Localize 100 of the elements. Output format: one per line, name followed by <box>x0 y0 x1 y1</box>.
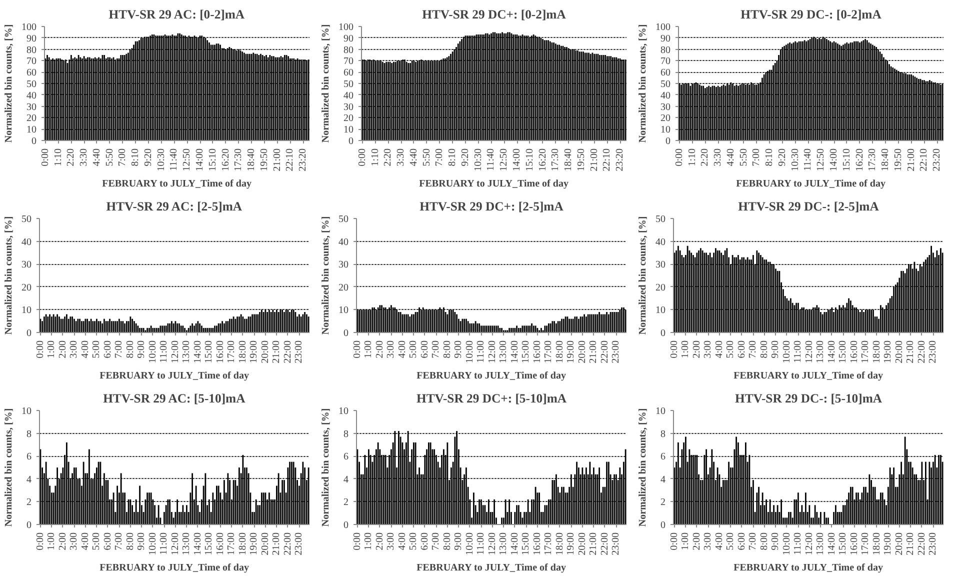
x-tick-label: 23:20 <box>932 148 943 172</box>
x-tick-label: 20:00 <box>576 340 588 364</box>
y-tick-label: 80 <box>660 44 670 56</box>
x-tick-label: 19:00 <box>248 340 260 364</box>
x-axis-title: FEBRUARY to JULY_Time of day <box>102 178 252 190</box>
x-tick-label: 16:00 <box>532 340 543 364</box>
x-tick-label: 8:00 <box>124 340 136 358</box>
chart-title: HTV-SR 29 DC-: [5-10]mA <box>734 392 883 406</box>
y-tick-label: 30 <box>338 260 348 271</box>
x-tick-label: 11:00 <box>158 532 170 555</box>
x-tick-label: 11:40 <box>486 148 497 171</box>
y-tick-label: 10 <box>22 305 32 316</box>
y-tick-label: 2 <box>660 497 666 508</box>
x-tick-label: 18:00 <box>554 532 566 556</box>
x-tick-label: 11:00 <box>792 340 804 363</box>
x-tick-label: 21:00 <box>905 340 916 364</box>
y-tick-label: 0 <box>26 520 32 531</box>
x-tick-label: 3:00 <box>68 532 80 550</box>
x-tick-label: 5:50 <box>421 148 432 166</box>
x-tick-label: 10:00 <box>147 532 158 556</box>
y-tick-label: 30 <box>344 102 354 113</box>
y-tick-label: 90 <box>344 33 354 44</box>
x-tick-label: 9:00 <box>136 340 148 358</box>
x-tick-label: 16:20 <box>220 148 232 172</box>
x-tick-label: 2:00 <box>691 340 702 358</box>
y-tick-label: 8 <box>344 428 348 440</box>
y-tick-label: 2 <box>26 497 32 508</box>
x-tick-label: 11:00 <box>476 340 487 363</box>
x-tick-label: 23:00 <box>294 532 305 556</box>
x-tick-label: 10:00 <box>464 340 476 364</box>
y-tick-label: 0 <box>666 136 670 147</box>
x-tick-label: 22:00 <box>282 532 294 556</box>
x-axis-title: FEBRUARY to JULY_Time of day <box>416 370 566 382</box>
y-axis-title: Normalized bin counts, [%] <box>4 408 14 527</box>
y-tick-label: 4 <box>660 474 666 486</box>
x-tick-label: 23:00 <box>294 340 305 364</box>
y-tick-label: 10 <box>656 305 666 316</box>
x-tick-label: 18:00 <box>237 340 248 364</box>
y-tick-label: 40 <box>26 90 36 102</box>
y-axis-title: Normalized bin counts, [%] <box>320 24 332 143</box>
x-tick-label: 12:00 <box>804 532 815 556</box>
y-tick-label: 70 <box>660 56 670 68</box>
y-tick-label: 20 <box>660 113 670 124</box>
x-tick-label: 17:30 <box>550 148 562 172</box>
x-tick-label: 14:00 <box>194 148 206 172</box>
x-tick-label: 18:40 <box>880 148 892 172</box>
chart-title: HTV-SR 29 AC: [0-2]mA <box>108 8 246 22</box>
x-tick-label: 9:00 <box>770 340 782 358</box>
y-tick-label: 40 <box>344 90 354 102</box>
x-tick-label: 6:00 <box>102 340 114 358</box>
x-tick-label: 13:00 <box>815 532 826 556</box>
y-tick-label: 30 <box>22 260 32 271</box>
y-tick-label: 10 <box>344 124 354 136</box>
chart-title: HTV-SR 29 DC-: [2-5]mA <box>738 200 880 214</box>
x-tick-label: 18:00 <box>871 532 882 556</box>
y-tick-label: 2 <box>344 497 348 508</box>
y-tick-label: 10 <box>660 124 670 136</box>
x-tick-label: 7:00 <box>114 532 125 550</box>
x-tick-label: 10:30 <box>472 148 484 172</box>
x-tick-label: 6:00 <box>419 340 430 358</box>
x-tick-label: 15:00 <box>204 532 215 556</box>
x-tick-label: 11:40 <box>802 148 814 171</box>
x-tick-label: 0:00 <box>352 340 363 358</box>
x-tick-label: 21:00 <box>588 340 600 364</box>
x-tick-label: 17:00 <box>860 532 872 556</box>
x-tick-label: 23:20 <box>614 148 626 172</box>
y-tick-label: 0 <box>344 520 348 531</box>
x-tick-label: 4:00 <box>714 532 725 550</box>
y-tick-label: 50 <box>22 214 32 225</box>
x-tick-label: 5:50 <box>104 148 116 166</box>
x-tick-label: 10:00 <box>464 532 476 556</box>
y-tick-label: 40 <box>338 236 348 248</box>
x-tick-label: 19:00 <box>566 532 577 556</box>
x-tick-label: 16:00 <box>214 532 226 556</box>
x-tick-label: 5:00 <box>91 340 102 358</box>
x-tick-label: 19:00 <box>882 340 894 364</box>
x-tick-label: 6:00 <box>736 340 748 358</box>
x-tick-label: 7:00 <box>430 340 442 358</box>
y-tick-label: 50 <box>660 79 670 90</box>
chart-title: HTV-SR 29 DC-: [0-2]mA <box>740 8 882 22</box>
x-tick-label: 22:10 <box>918 148 930 172</box>
x-tick-label: 22:00 <box>599 532 610 556</box>
x-tick-label: 12:00 <box>804 340 815 364</box>
x-tick-label: 3:00 <box>386 532 397 550</box>
x-tick-label: 5:00 <box>408 340 420 358</box>
x-tick-label: 2:20 <box>66 148 77 166</box>
x-tick-label: 1:00 <box>680 340 692 358</box>
x-tick-label: 1:00 <box>46 532 58 550</box>
y-tick-label: 10 <box>338 406 348 417</box>
y-tick-label: 0 <box>660 328 666 339</box>
x-axis-title: FEBRUARY to JULY_Time of day <box>734 562 883 574</box>
x-tick-label: 0:00 <box>356 148 368 166</box>
x-tick-label: 21:00 <box>271 340 282 364</box>
x-tick-label: 15:00 <box>204 340 215 364</box>
y-tick-label: 40 <box>660 90 670 102</box>
y-tick-label: 50 <box>344 79 354 90</box>
x-axis-title: FEBRUARY to JULY_Time of day <box>416 562 566 574</box>
x-tick-label: 6:00 <box>736 532 748 550</box>
x-tick-label: 19:50 <box>576 148 587 172</box>
x-tick-label: 18:40 <box>563 148 574 172</box>
